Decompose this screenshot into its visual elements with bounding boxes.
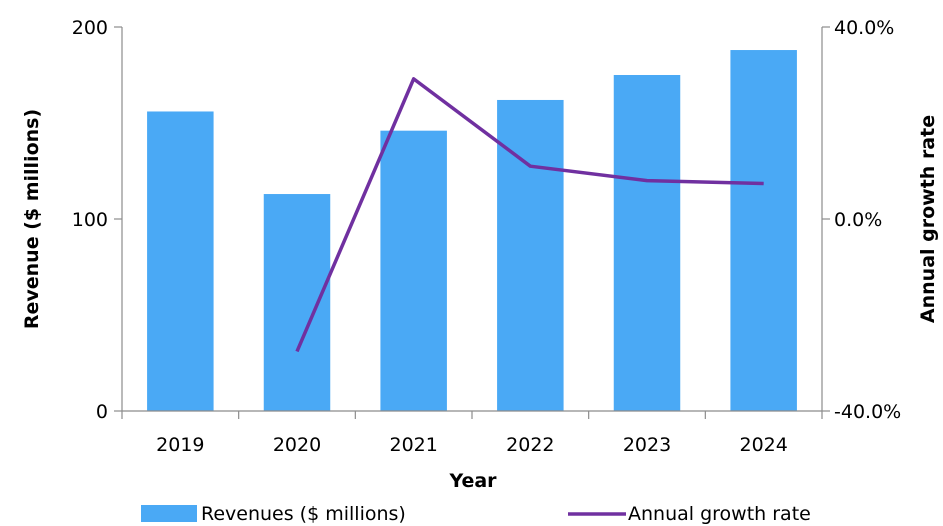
- bar-2023: [613, 75, 681, 411]
- bar-2024: [730, 50, 797, 411]
- x-tick-label-2021: 2021: [389, 434, 437, 456]
- legend-label-revenues: Revenues ($ millions): [201, 503, 406, 525]
- legend-label-growth-rate: Annual growth rate: [628, 503, 811, 525]
- y2-tick-label: 40.0%: [834, 17, 894, 39]
- x-axis-title: Year: [448, 470, 497, 492]
- x-tick-label-2019: 2019: [156, 434, 204, 456]
- x-tick-label-2020: 2020: [273, 434, 321, 456]
- y-axis-title: Revenue ($ millions): [21, 109, 43, 329]
- x-tick-label-2024: 2024: [739, 434, 787, 456]
- y2-tick-label: -40.0%: [834, 401, 901, 423]
- y-tick-label: 200: [72, 17, 108, 39]
- legend: Revenues ($ millions) Annual growth rate: [141, 503, 811, 525]
- x-tick-label-2022: 2022: [506, 434, 554, 456]
- bar-2022: [497, 99, 564, 412]
- y-tick-label: 100: [72, 209, 108, 231]
- y-tick-label: 0: [96, 401, 108, 423]
- bar-2020: [263, 194, 331, 411]
- legend-swatch-revenues: [141, 505, 197, 522]
- y2-axis-title: Annual growth rate: [917, 115, 939, 323]
- x-tick-label-2023: 2023: [623, 434, 671, 456]
- y2-tick-label: 0.0%: [834, 209, 882, 231]
- bar-2021: [380, 130, 447, 411]
- bar-2019: [147, 111, 214, 411]
